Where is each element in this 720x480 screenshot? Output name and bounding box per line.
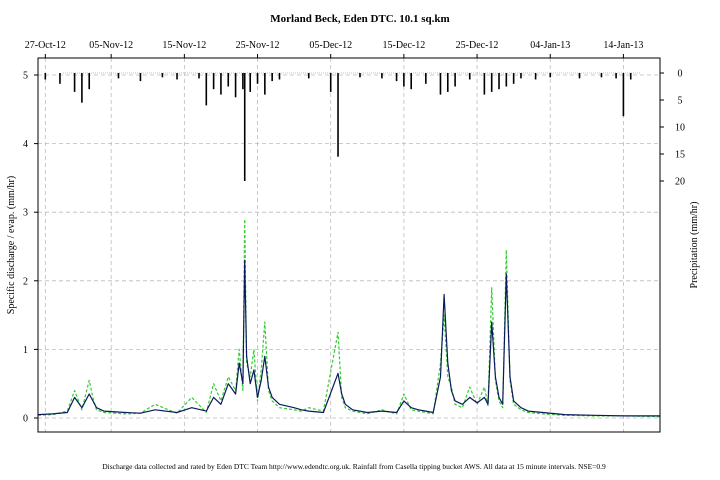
precipitation-bar xyxy=(446,73,449,92)
precipitation-bar xyxy=(578,73,581,79)
y-axis-left: 0 1 2 3 4 5 xyxy=(23,71,38,425)
precipitation-bar xyxy=(468,73,471,80)
precipitation-bar xyxy=(161,73,164,78)
y2-tick-label: 5 xyxy=(678,96,683,107)
y-axis-title: Specific discharge / evap. (mm/hr) xyxy=(6,176,17,314)
precipitation-bar xyxy=(234,73,237,98)
precipitation-bar xyxy=(220,73,222,95)
y2-tick-label: 20 xyxy=(675,177,685,188)
precipitation-bar xyxy=(425,73,427,84)
precipitation-bar xyxy=(73,73,76,92)
y-tick-label: 3 xyxy=(23,208,28,219)
modelled-discharge-line xyxy=(37,218,661,418)
y-axis-right: 0 5 10 15 20 xyxy=(660,69,685,188)
precipitation-bar xyxy=(600,73,603,78)
precipitation-bar xyxy=(198,73,200,79)
precipitation-series xyxy=(44,72,640,181)
precipitation-bar xyxy=(615,73,617,79)
precipitation-bar xyxy=(512,73,515,84)
y-tick-label: 5 xyxy=(23,71,28,82)
precipitation-bar xyxy=(490,73,493,92)
y2-tick-label: 0 xyxy=(678,69,683,80)
precipitation-bar xyxy=(271,73,273,82)
precipitation-bar xyxy=(395,73,398,82)
precipitation-bar xyxy=(81,73,83,103)
precipitation-bar xyxy=(278,73,281,80)
precipitation-bar xyxy=(44,73,47,80)
precipitation-bar xyxy=(264,73,266,95)
precipitation-bar xyxy=(381,73,383,79)
precipitation-bar xyxy=(454,73,456,87)
plot-frame xyxy=(37,57,661,433)
precipitation-bar xyxy=(439,73,442,95)
precipitation-bar xyxy=(307,73,310,79)
x-tick-label: 04-Jan-13 xyxy=(530,40,570,51)
precipitation-bar xyxy=(534,73,537,80)
y2-tick-label: 15 xyxy=(675,150,685,161)
y-tick-label: 2 xyxy=(23,276,28,287)
precipitation-bar xyxy=(520,73,522,79)
precipitation-bar xyxy=(329,73,332,92)
precipitation-bar xyxy=(227,73,230,87)
y-tick-label: 0 xyxy=(23,414,28,425)
precipitation-bar xyxy=(212,73,215,90)
discharge-series xyxy=(37,218,661,418)
precipitation-bar xyxy=(243,73,246,181)
precipitation-bar xyxy=(483,73,486,95)
x-tick-label: 05-Dec-12 xyxy=(309,40,352,51)
x-tick-label: 14-Jan-13 xyxy=(603,40,643,51)
footnote: Discharge data collected and rated by Ed… xyxy=(102,462,606,471)
x-tick-label: 25-Nov-12 xyxy=(236,40,280,51)
observed-discharge-line xyxy=(37,259,660,417)
precipitation-bar xyxy=(359,73,361,78)
precipitation-bar xyxy=(139,73,142,82)
precipitation-bar xyxy=(59,73,61,84)
y-tick-label: 4 xyxy=(23,139,28,150)
y2-axis-title: Precipitation (mm/hr) xyxy=(689,202,700,289)
y-tick-label: 1 xyxy=(23,345,28,356)
precipitation-bar xyxy=(242,73,244,90)
precipitation-bar xyxy=(88,73,91,90)
x-axis-top: 27-Oct-12 05-Nov-12 15-Nov-12 25-Nov-12 05-D… xyxy=(25,40,643,58)
precipitation-bar xyxy=(176,73,178,80)
precipitation-bar xyxy=(249,73,252,92)
precipitation-bar xyxy=(403,73,405,87)
y2-tick-label: 10 xyxy=(675,123,685,134)
precipitation-bar xyxy=(117,73,120,79)
x-tick-label: 25-Dec-12 xyxy=(456,40,499,51)
x-tick-label: 27-Oct-12 xyxy=(25,40,66,51)
x-tick-label: 15-Dec-12 xyxy=(382,40,425,51)
precipitation-bar xyxy=(549,73,552,78)
precipitation-bar xyxy=(337,73,339,157)
chart-title: Morland Beck, Eden DTC. 10.1 sq.km xyxy=(270,13,449,25)
precipitation-bar xyxy=(410,73,412,90)
x-tick-label: 15-Nov-12 xyxy=(162,40,206,51)
precipitation-bar xyxy=(622,73,625,117)
precipitation-bar xyxy=(256,73,259,84)
grid xyxy=(38,58,660,432)
precipitation-bar xyxy=(629,73,632,80)
x-tick-label: 05-Nov-12 xyxy=(89,40,133,51)
precipitation-bar xyxy=(205,73,208,106)
precipitation-bar xyxy=(498,73,500,90)
precipitation-bar xyxy=(505,73,508,87)
